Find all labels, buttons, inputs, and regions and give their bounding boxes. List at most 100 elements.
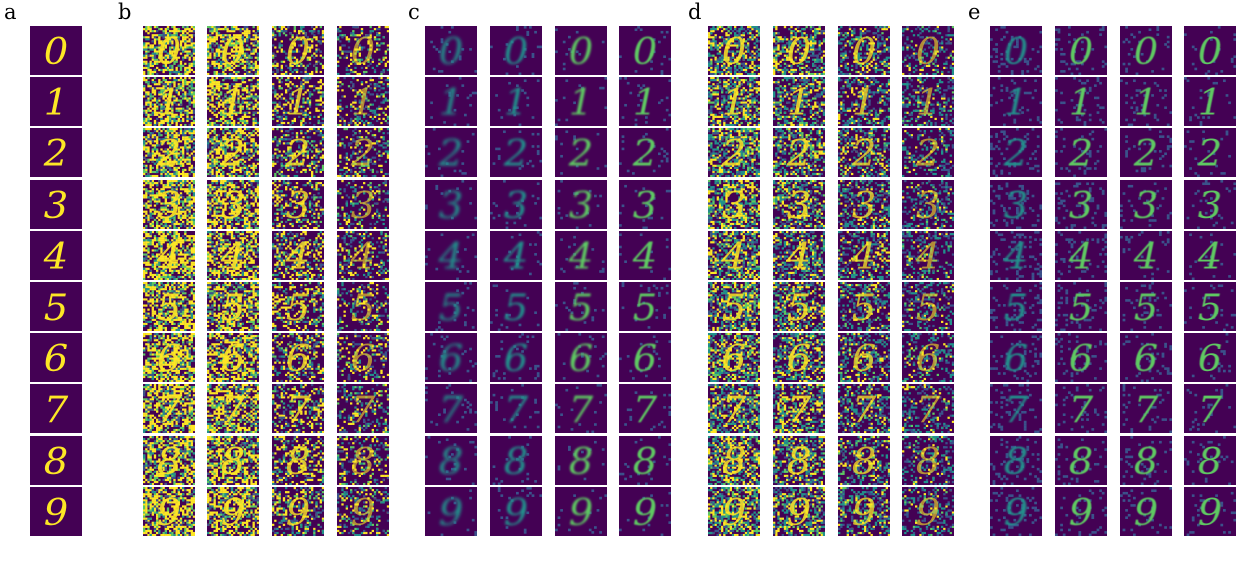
- digit-tile-a-col1-9: 9: [30, 486, 82, 536]
- svg-text:8: 8: [44, 440, 68, 483]
- digit-tile-c-col2-1: 1: [490, 77, 542, 127]
- digit-tile-e-col3-3: 3: [1120, 179, 1172, 229]
- digit-tile-e-col4-4: 4: [1184, 230, 1236, 280]
- digit-tile-c-col4-5: 5: [619, 282, 671, 331]
- digit-tile-d-col4-8: 8: [902, 435, 954, 485]
- digit-tile-c-col1-4: 4: [425, 230, 477, 280]
- digit-tile-b-col1-8: 8: [143, 435, 195, 485]
- svg-text:3: 3: [157, 184, 181, 227]
- digit-tile-c-col3-1: 1: [555, 77, 607, 127]
- digit-tile-a-col1-2: 2: [30, 128, 82, 178]
- digit-tile-c-col3-8: 8: [555, 435, 607, 485]
- digit-tile-b-col3-8: 8: [272, 435, 324, 485]
- digit-tile-c-col1-8: 8: [425, 435, 477, 485]
- digit-tile-b-col1-7: 7: [143, 384, 195, 434]
- digit-tile-b-col1-3: 3: [143, 179, 195, 229]
- digit-tile-d-col3-5: 5: [838, 282, 890, 331]
- digit-tile-e-col4-5: 5: [1184, 282, 1236, 331]
- svg-text:7: 7: [157, 389, 182, 432]
- digit-tile-c-col3-3: 3: [555, 179, 607, 229]
- digit-tile-c-col1-6: 6: [425, 333, 477, 383]
- digit-tile-d-col1-9: 9: [708, 486, 760, 536]
- svg-text:9: 9: [44, 491, 68, 534]
- digit-tile-c-col1-0: 0: [425, 26, 477, 75]
- panel-label-d: d: [688, 2, 701, 23]
- digit-tile-e-col2-6: 6: [1055, 333, 1107, 383]
- digit-tile-d-col2-3: 3: [773, 179, 825, 229]
- digit-tile-d-col4-4: 4: [902, 230, 954, 280]
- digit-tile-c-col2-3: 3: [490, 179, 542, 229]
- digit-tile-c-col1-2: 2: [425, 128, 477, 178]
- svg-text:4: 4: [43, 235, 69, 278]
- digit-tile-e-col4-1: 1: [1184, 77, 1236, 127]
- digit-tile-e-col3-6: 6: [1120, 333, 1172, 383]
- digit-tile-a-col1-1: 1: [30, 77, 82, 127]
- digit-tile-e-col4-7: 7: [1184, 384, 1236, 434]
- digit-tile-d-col3-0: 0: [838, 26, 890, 75]
- digit-tile-c-col2-4: 4: [490, 230, 542, 280]
- digit-tile-a-col1-3: 3: [30, 179, 82, 229]
- digit-tile-b-col3-6: 6: [272, 333, 324, 383]
- digit-tile-b-col2-9: 9: [207, 486, 259, 536]
- digit-tile-c-col1-3: 3: [425, 179, 477, 229]
- digit-tile-e-col4-3: 3: [1184, 179, 1236, 229]
- digit-tile-b-col3-1: 1: [272, 77, 324, 127]
- digit-tile-b-col2-1: 1: [207, 77, 259, 127]
- panel-label-b: b: [118, 2, 131, 23]
- digit-tile-b-col1-4: 4: [143, 230, 195, 280]
- digit-tile-e-col4-2: 2: [1184, 128, 1236, 178]
- svg-text:5: 5: [44, 286, 68, 329]
- digit-tile-e-col3-8: 8: [1120, 435, 1172, 485]
- digit-tile-d-col2-0: 0: [773, 26, 825, 75]
- digit-tile-b-col4-6: 6: [337, 333, 389, 383]
- svg-text:2: 2: [156, 133, 182, 176]
- svg-text:1: 1: [157, 81, 181, 124]
- digit-tile-e-col2-3: 3: [1055, 179, 1107, 229]
- svg-text:3: 3: [44, 184, 68, 227]
- panel-label-e: e: [968, 2, 980, 23]
- digit-tile-e-col1-3: 3: [990, 179, 1042, 229]
- digit-tile-b-col3-4: 4: [272, 230, 324, 280]
- digit-tile-e-col3-1: 1: [1120, 77, 1172, 127]
- svg-text:6: 6: [44, 337, 68, 380]
- digit-tile-c-col3-4: 4: [555, 230, 607, 280]
- digit-tile-c-col4-6: 6: [619, 333, 671, 383]
- digit-tile-d-col2-1: 1: [773, 77, 825, 127]
- digit-tile-d-col4-2: 2: [902, 128, 954, 178]
- digit-tile-e-col3-0: 0: [1120, 26, 1172, 75]
- digit-tile-d-col1-2: 2: [708, 128, 760, 178]
- svg-text:1: 1: [44, 81, 68, 124]
- digit-tile-b-col4-2: 2: [337, 128, 389, 178]
- digit-tile-e-col3-4: 4: [1120, 230, 1172, 280]
- digit-tile-e-col2-7: 7: [1055, 384, 1107, 434]
- digit-tile-e-col2-8: 8: [1055, 435, 1107, 485]
- digit-tile-a-col1-8: 8: [30, 435, 82, 485]
- digit-tile-b-col4-5: 5: [337, 282, 389, 331]
- digit-tile-e-col1-8: 8: [990, 435, 1042, 485]
- digit-tile-d-col3-6: 6: [838, 333, 890, 383]
- panel-label-c: c: [408, 2, 420, 23]
- digit-tile-b-col4-1: 1: [337, 77, 389, 127]
- digit-tile-e-col1-9: 9: [990, 486, 1042, 536]
- digit-tile-b-col3-0: 0: [272, 26, 324, 75]
- digit-tile-d-col4-3: 3: [902, 179, 954, 229]
- digit-tile-e-col3-7: 7: [1120, 384, 1172, 434]
- digit-tile-e-col2-4: 4: [1055, 230, 1107, 280]
- digit-tile-e-col2-1: 1: [1055, 77, 1107, 127]
- digit-tile-d-col1-5: 5: [708, 282, 760, 331]
- svg-text:6: 6: [157, 337, 181, 380]
- digit-tile-e-col2-2: 2: [1055, 128, 1107, 178]
- digit-tile-e-col4-6: 6: [1184, 333, 1236, 383]
- digit-tile-b-col2-3: 3: [207, 179, 259, 229]
- digit-tile-b-col3-7: 7: [272, 384, 324, 434]
- svg-text:4: 4: [156, 235, 182, 278]
- digit-tile-d-col1-7: 7: [708, 384, 760, 434]
- digit-tile-e-col4-0: 0: [1184, 26, 1236, 75]
- digit-tile-c-col3-7: 7: [555, 384, 607, 434]
- digit-tile-b-col4-9: 9: [337, 486, 389, 536]
- digit-tile-a-col1-7: 7: [30, 384, 82, 434]
- digit-tile-e-col3-9: 9: [1120, 486, 1172, 536]
- digit-tile-d-col2-4: 4: [773, 230, 825, 280]
- digit-tile-e-col1-4: 4: [990, 230, 1042, 280]
- digit-tile-d-col3-9: 9: [838, 486, 890, 536]
